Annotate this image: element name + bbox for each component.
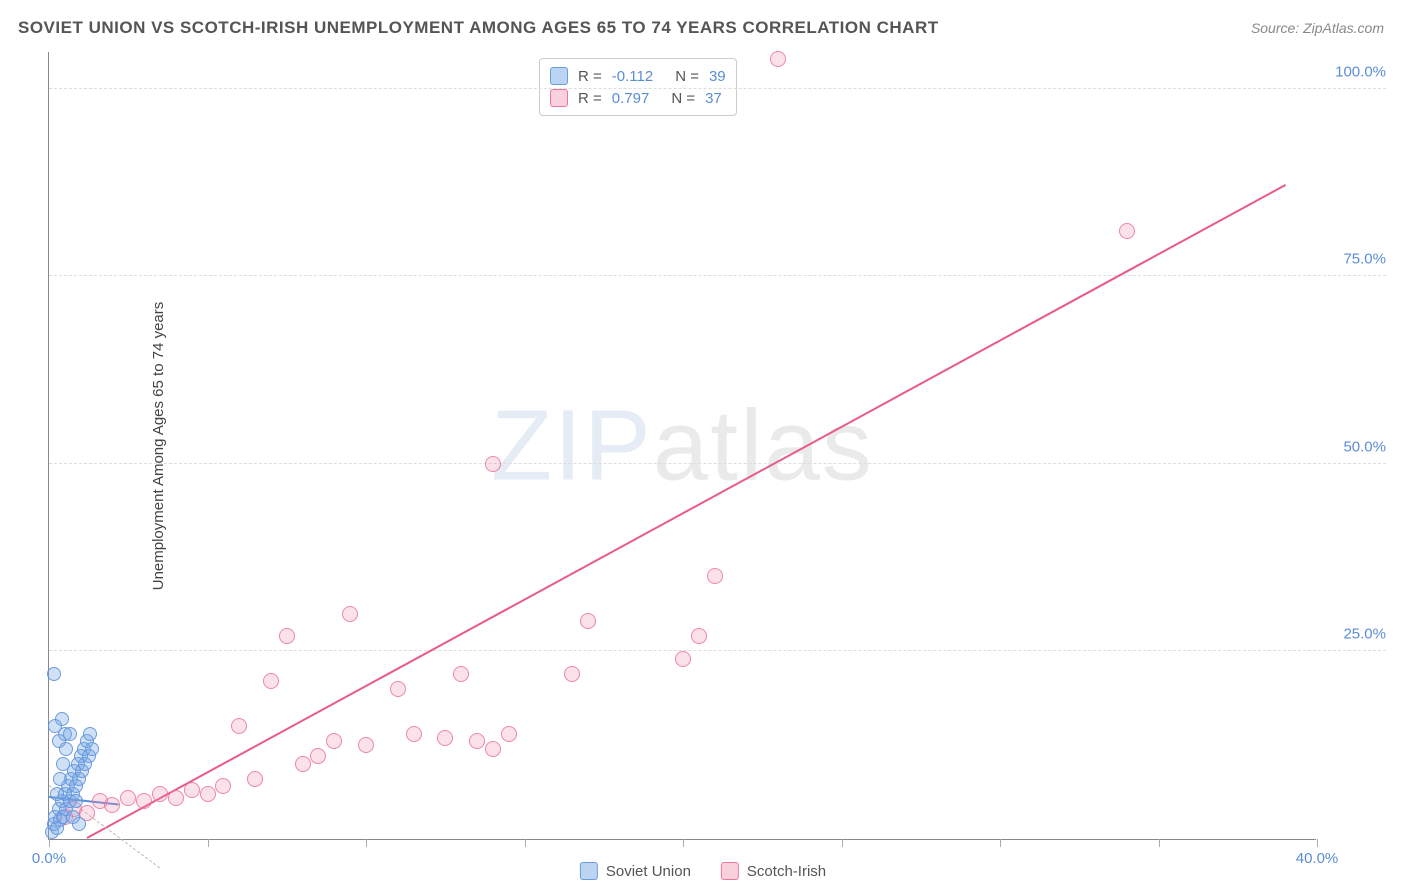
chart-title: SOVIET UNION VS SCOTCH-IRISH UNEMPLOYMEN… [18,18,939,38]
x-tick-label: 40.0% [1296,850,1339,867]
n-label: N = [675,68,699,85]
x-tick [1317,839,1318,847]
soviet-point [85,742,99,756]
gridline [49,275,1386,276]
scotch-point [453,666,469,682]
gridline [49,463,1386,464]
watermark: ZIPatlas [491,388,874,503]
x-tick [842,839,843,847]
scotch-point [136,793,152,809]
scotch-point [104,797,120,813]
soviet-point [53,772,67,786]
scotch-point [1119,223,1135,239]
scotch-point [390,681,406,697]
scotch-point [564,666,580,682]
legend-swatch [550,89,568,107]
legend-swatch [721,862,739,880]
scotch-point [200,786,216,802]
scotch-point [231,718,247,734]
scotch-point [326,733,342,749]
scotch-point [168,790,184,806]
r-value: 0.797 [612,90,650,107]
legend-swatch [550,67,568,85]
x-tick [366,839,367,847]
source-label: Source: ZipAtlas.com [1251,20,1384,36]
n-value: 39 [709,68,726,85]
x-tick [1159,839,1160,847]
legend-label: Soviet Union [606,863,691,880]
soviet-point [69,794,83,808]
scotch-point [580,613,596,629]
scotch-point [358,737,374,753]
scotch-point [770,51,786,67]
legend-item: Soviet Union [580,862,691,880]
soviet-point [50,787,64,801]
y-tick-label: 100.0% [1335,63,1386,80]
legend-row: R = -0.112 N = 39 [550,65,726,87]
scotch-point [342,606,358,622]
legend-swatch [580,862,598,880]
scotch-point [469,733,485,749]
soviet-point [59,742,73,756]
scotch-point [310,748,326,764]
scotch-point [295,756,311,772]
soviet-point [63,727,77,741]
y-tick-label: 75.0% [1343,251,1386,268]
gridline [49,88,1386,89]
soviet-point [83,727,97,741]
scotch-point [279,628,295,644]
soviet-point [72,817,86,831]
scotch-point [691,628,707,644]
scotch-point [485,456,501,472]
x-tick [208,839,209,847]
scotch-point [501,726,517,742]
scotch-point [437,730,453,746]
scotch-point [263,673,279,689]
series-legend: Soviet Union Scotch-Irish [580,862,826,880]
watermark-bold: ZIP [491,389,653,501]
scotch-point [485,741,501,757]
y-tick-label: 25.0% [1343,626,1386,643]
r-value: -0.112 [612,68,653,85]
y-tick-label: 50.0% [1343,438,1386,455]
x-tick [1000,839,1001,847]
r-label: R = [578,68,602,85]
scotch-point [215,778,231,794]
x-tick [683,839,684,847]
legend-item: Scotch-Irish [721,862,826,880]
scotch-point [152,786,168,802]
scotch-trendline [87,184,1286,839]
scotch-point [120,790,136,806]
x-tick [525,839,526,847]
soviet-point [56,757,70,771]
scotch-point [675,651,691,667]
plot-area: ZIPatlas R =-0.112N =39R =0.797N =37 25.… [48,52,1316,840]
watermark-thin: atlas [653,389,874,501]
n-value: 37 [705,90,722,107]
legend-label: Scotch-Irish [747,863,826,880]
legend-row: R = 0.797 N = 37 [550,87,726,109]
scotch-point [184,782,200,798]
scotch-point [406,726,422,742]
soviet-point [47,667,61,681]
scotch-point [707,568,723,584]
x-tick-label: 0.0% [32,850,66,867]
scotch-point [247,771,263,787]
x-tick [49,839,50,847]
r-label: R = [578,90,602,107]
n-label: N = [671,90,695,107]
soviet-point [55,712,69,726]
gridline [49,650,1386,651]
